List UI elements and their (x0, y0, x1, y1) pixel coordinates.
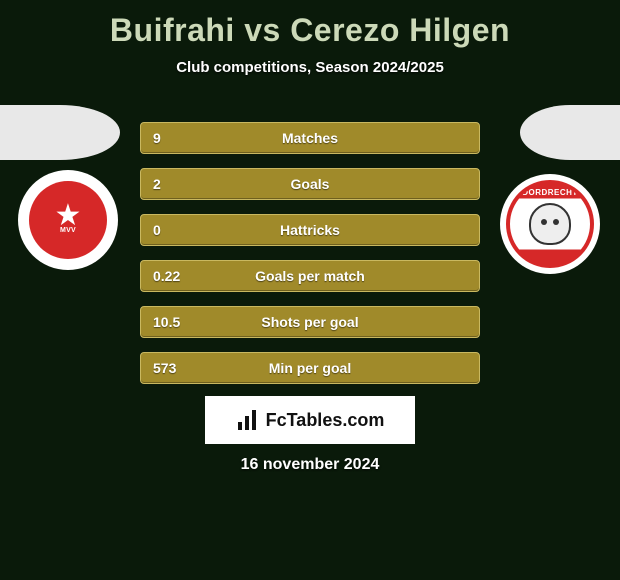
branding-badge: FcTables.com (205, 396, 415, 444)
team-badge-right-arc: DORDRECHT (510, 188, 590, 197)
stat-label: Hattricks (141, 222, 479, 238)
stat-left-value: 9 (153, 130, 161, 146)
stat-left-value: 0 (153, 222, 161, 238)
stat-label: Goals (141, 176, 479, 192)
stat-left-value: 573 (153, 360, 176, 376)
stat-label: Shots per goal (141, 314, 479, 330)
stat-label: Matches (141, 130, 479, 146)
stat-row: 9 Matches (140, 122, 480, 154)
team-badge-left: ★ MVV (18, 170, 118, 270)
stat-left-value: 2 (153, 176, 161, 192)
page-subtitle: Club competitions, Season 2024/2025 (0, 59, 620, 76)
stat-row: 573 Min per goal (140, 352, 480, 384)
stat-left-value: 10.5 (153, 314, 180, 330)
team-badge-right: DORDRECHT (500, 174, 600, 274)
stat-left-value: 0.22 (153, 268, 180, 284)
player-avatar-left (0, 105, 120, 160)
branding-text: FcTables.com (266, 410, 385, 431)
page-title: Buifrahi vs Cerezo Hilgen (0, 0, 620, 49)
stat-label: Min per goal (141, 360, 479, 376)
stat-label: Goals per match (141, 268, 479, 284)
team-badge-left-inner: ★ MVV (29, 181, 107, 259)
stat-row: 2 Goals (140, 168, 480, 200)
star-icon: ★ (55, 207, 82, 225)
team-badge-right-inner: DORDRECHT (506, 180, 594, 268)
date-label: 16 november 2024 (241, 456, 380, 474)
stat-row: 0.22 Goals per match (140, 260, 480, 292)
stat-row: 0 Hattricks (140, 214, 480, 246)
player-avatar-right (520, 105, 620, 160)
sheep-icon (529, 203, 571, 245)
bar-chart-icon (236, 408, 260, 432)
stats-container: 9 Matches 2 Goals 0 Hattricks 0.22 Goals… (140, 122, 480, 384)
team-badge-left-text: MVV (60, 227, 76, 234)
stat-row: 10.5 Shots per goal (140, 306, 480, 338)
